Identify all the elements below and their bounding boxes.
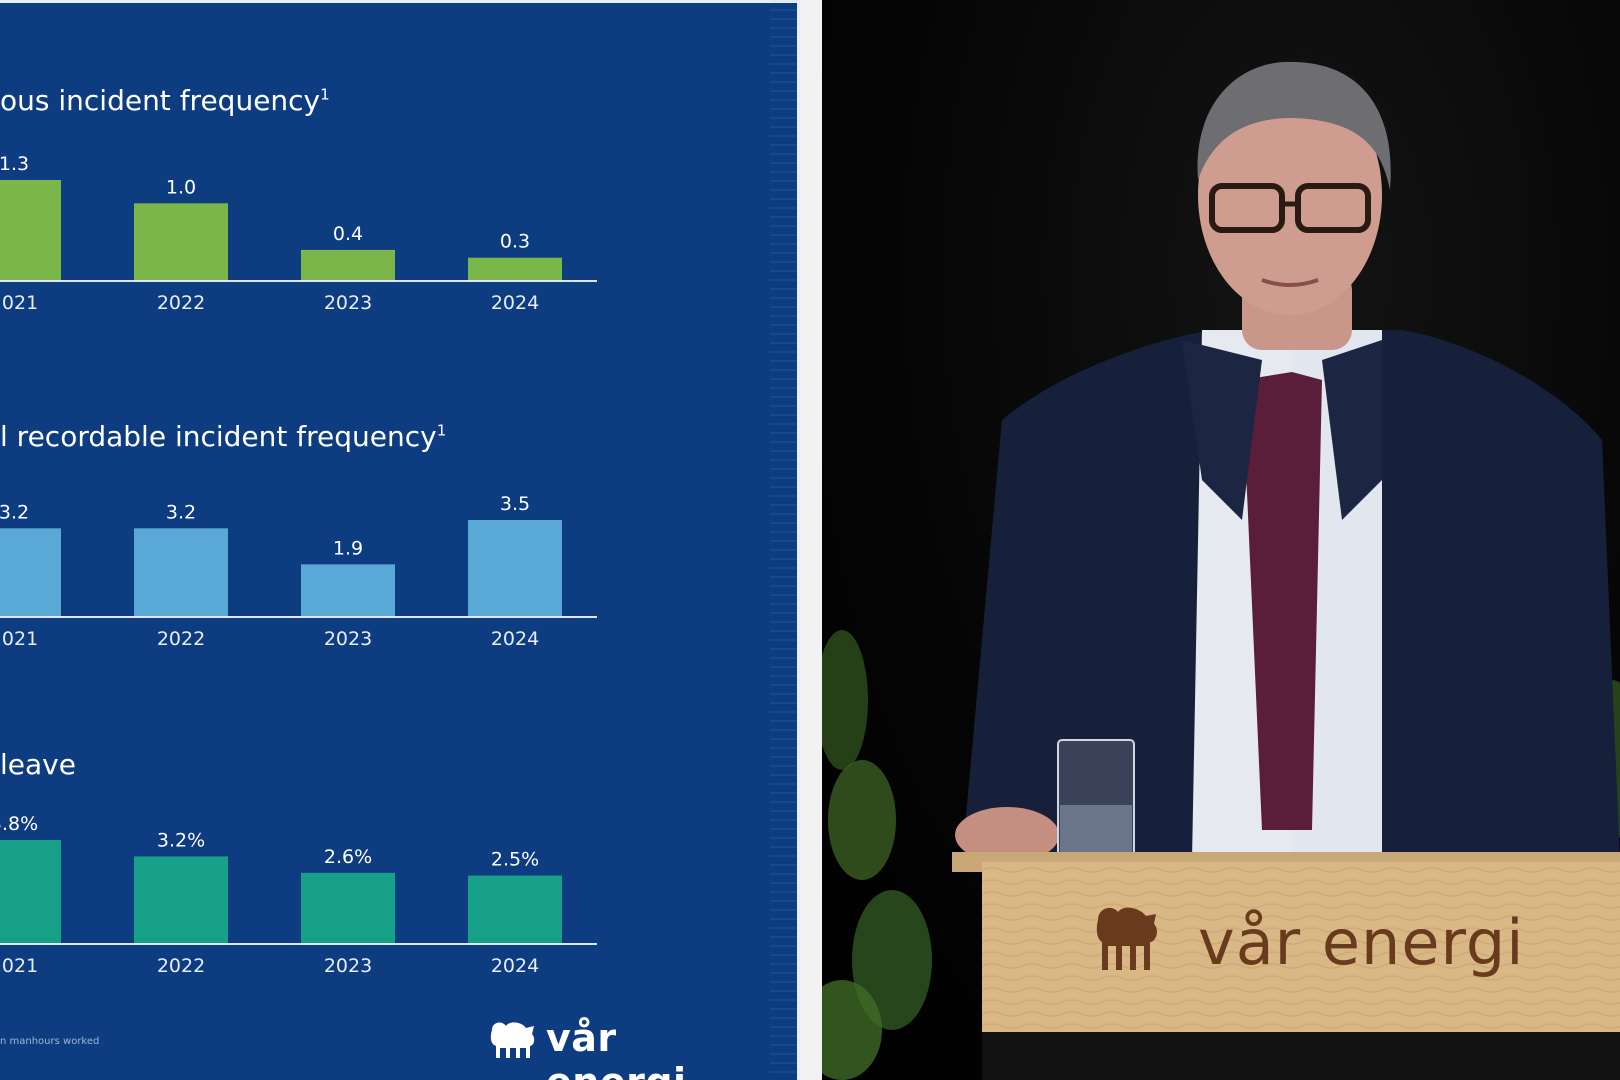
panel-divider bbox=[800, 0, 822, 1080]
slide-logo: vår energi bbox=[486, 1016, 722, 1080]
data-label: 1.9 bbox=[333, 537, 363, 559]
data-label: 2.5% bbox=[491, 849, 539, 871]
x-tick-label: 2022 bbox=[157, 628, 205, 650]
x-tick-label: 2022 bbox=[157, 955, 205, 977]
x-tick-label: 2023 bbox=[324, 955, 372, 977]
data-label: 3.8% bbox=[0, 813, 38, 835]
x-tick-label: 2023 bbox=[324, 292, 372, 314]
water-glass bbox=[1057, 739, 1135, 861]
data-label: 3.2 bbox=[166, 501, 196, 523]
data-label: 1.0 bbox=[166, 176, 196, 198]
bar-2024 bbox=[468, 257, 562, 281]
chart-title-recordable: l recordable incident frequency1 bbox=[0, 420, 447, 453]
podium-brand-text: vår energi bbox=[1198, 906, 1525, 979]
bar-2024 bbox=[468, 875, 562, 944]
data-label: 1.3 bbox=[0, 153, 29, 175]
x-tick-label: 2023 bbox=[324, 628, 372, 650]
podium bbox=[952, 852, 1620, 1080]
x-tick-label: 2024 bbox=[491, 955, 539, 977]
bar-2022 bbox=[134, 203, 228, 281]
data-label: 3.5 bbox=[500, 493, 530, 515]
bar-2021 bbox=[0, 528, 61, 617]
bar-2021 bbox=[0, 840, 61, 944]
slide-logo-text: vår energi bbox=[546, 1016, 686, 1080]
data-label: 0.4 bbox=[333, 223, 363, 245]
bar-2021 bbox=[0, 180, 61, 281]
plant-left bbox=[822, 630, 932, 1080]
speaker-scene bbox=[822, 61, 1620, 1080]
bar-2022 bbox=[134, 856, 228, 944]
chart-title-leave: leave bbox=[0, 748, 76, 781]
speaker bbox=[955, 61, 1620, 863]
bar-2023 bbox=[301, 564, 395, 617]
footnote: n manhours worked bbox=[0, 1036, 100, 1047]
podium-brand-icon bbox=[1096, 907, 1157, 970]
data-label: 3.2% bbox=[157, 829, 205, 851]
data-label: 3.2 bbox=[0, 501, 29, 523]
x-tick-label: 2022 bbox=[157, 292, 205, 314]
bar-2022 bbox=[134, 528, 228, 617]
bar-2023 bbox=[301, 249, 395, 281]
data-label: 2.6% bbox=[324, 846, 372, 868]
bar-2024 bbox=[468, 520, 562, 617]
x-tick-label: 2024 bbox=[491, 292, 539, 314]
bar-2023 bbox=[301, 872, 395, 944]
data-label: 0.3 bbox=[500, 231, 530, 253]
slide-panel: ous incident frequency1 l recordable inc… bbox=[0, 0, 800, 1080]
chart-title-serious: ous incident frequency1 bbox=[0, 84, 330, 117]
speaker-video: vår energi bbox=[822, 0, 1620, 1080]
slide-decoration bbox=[770, 0, 797, 1080]
six-legged-dog-icon bbox=[490, 1022, 535, 1058]
x-tick-label: 2024 bbox=[491, 628, 539, 650]
